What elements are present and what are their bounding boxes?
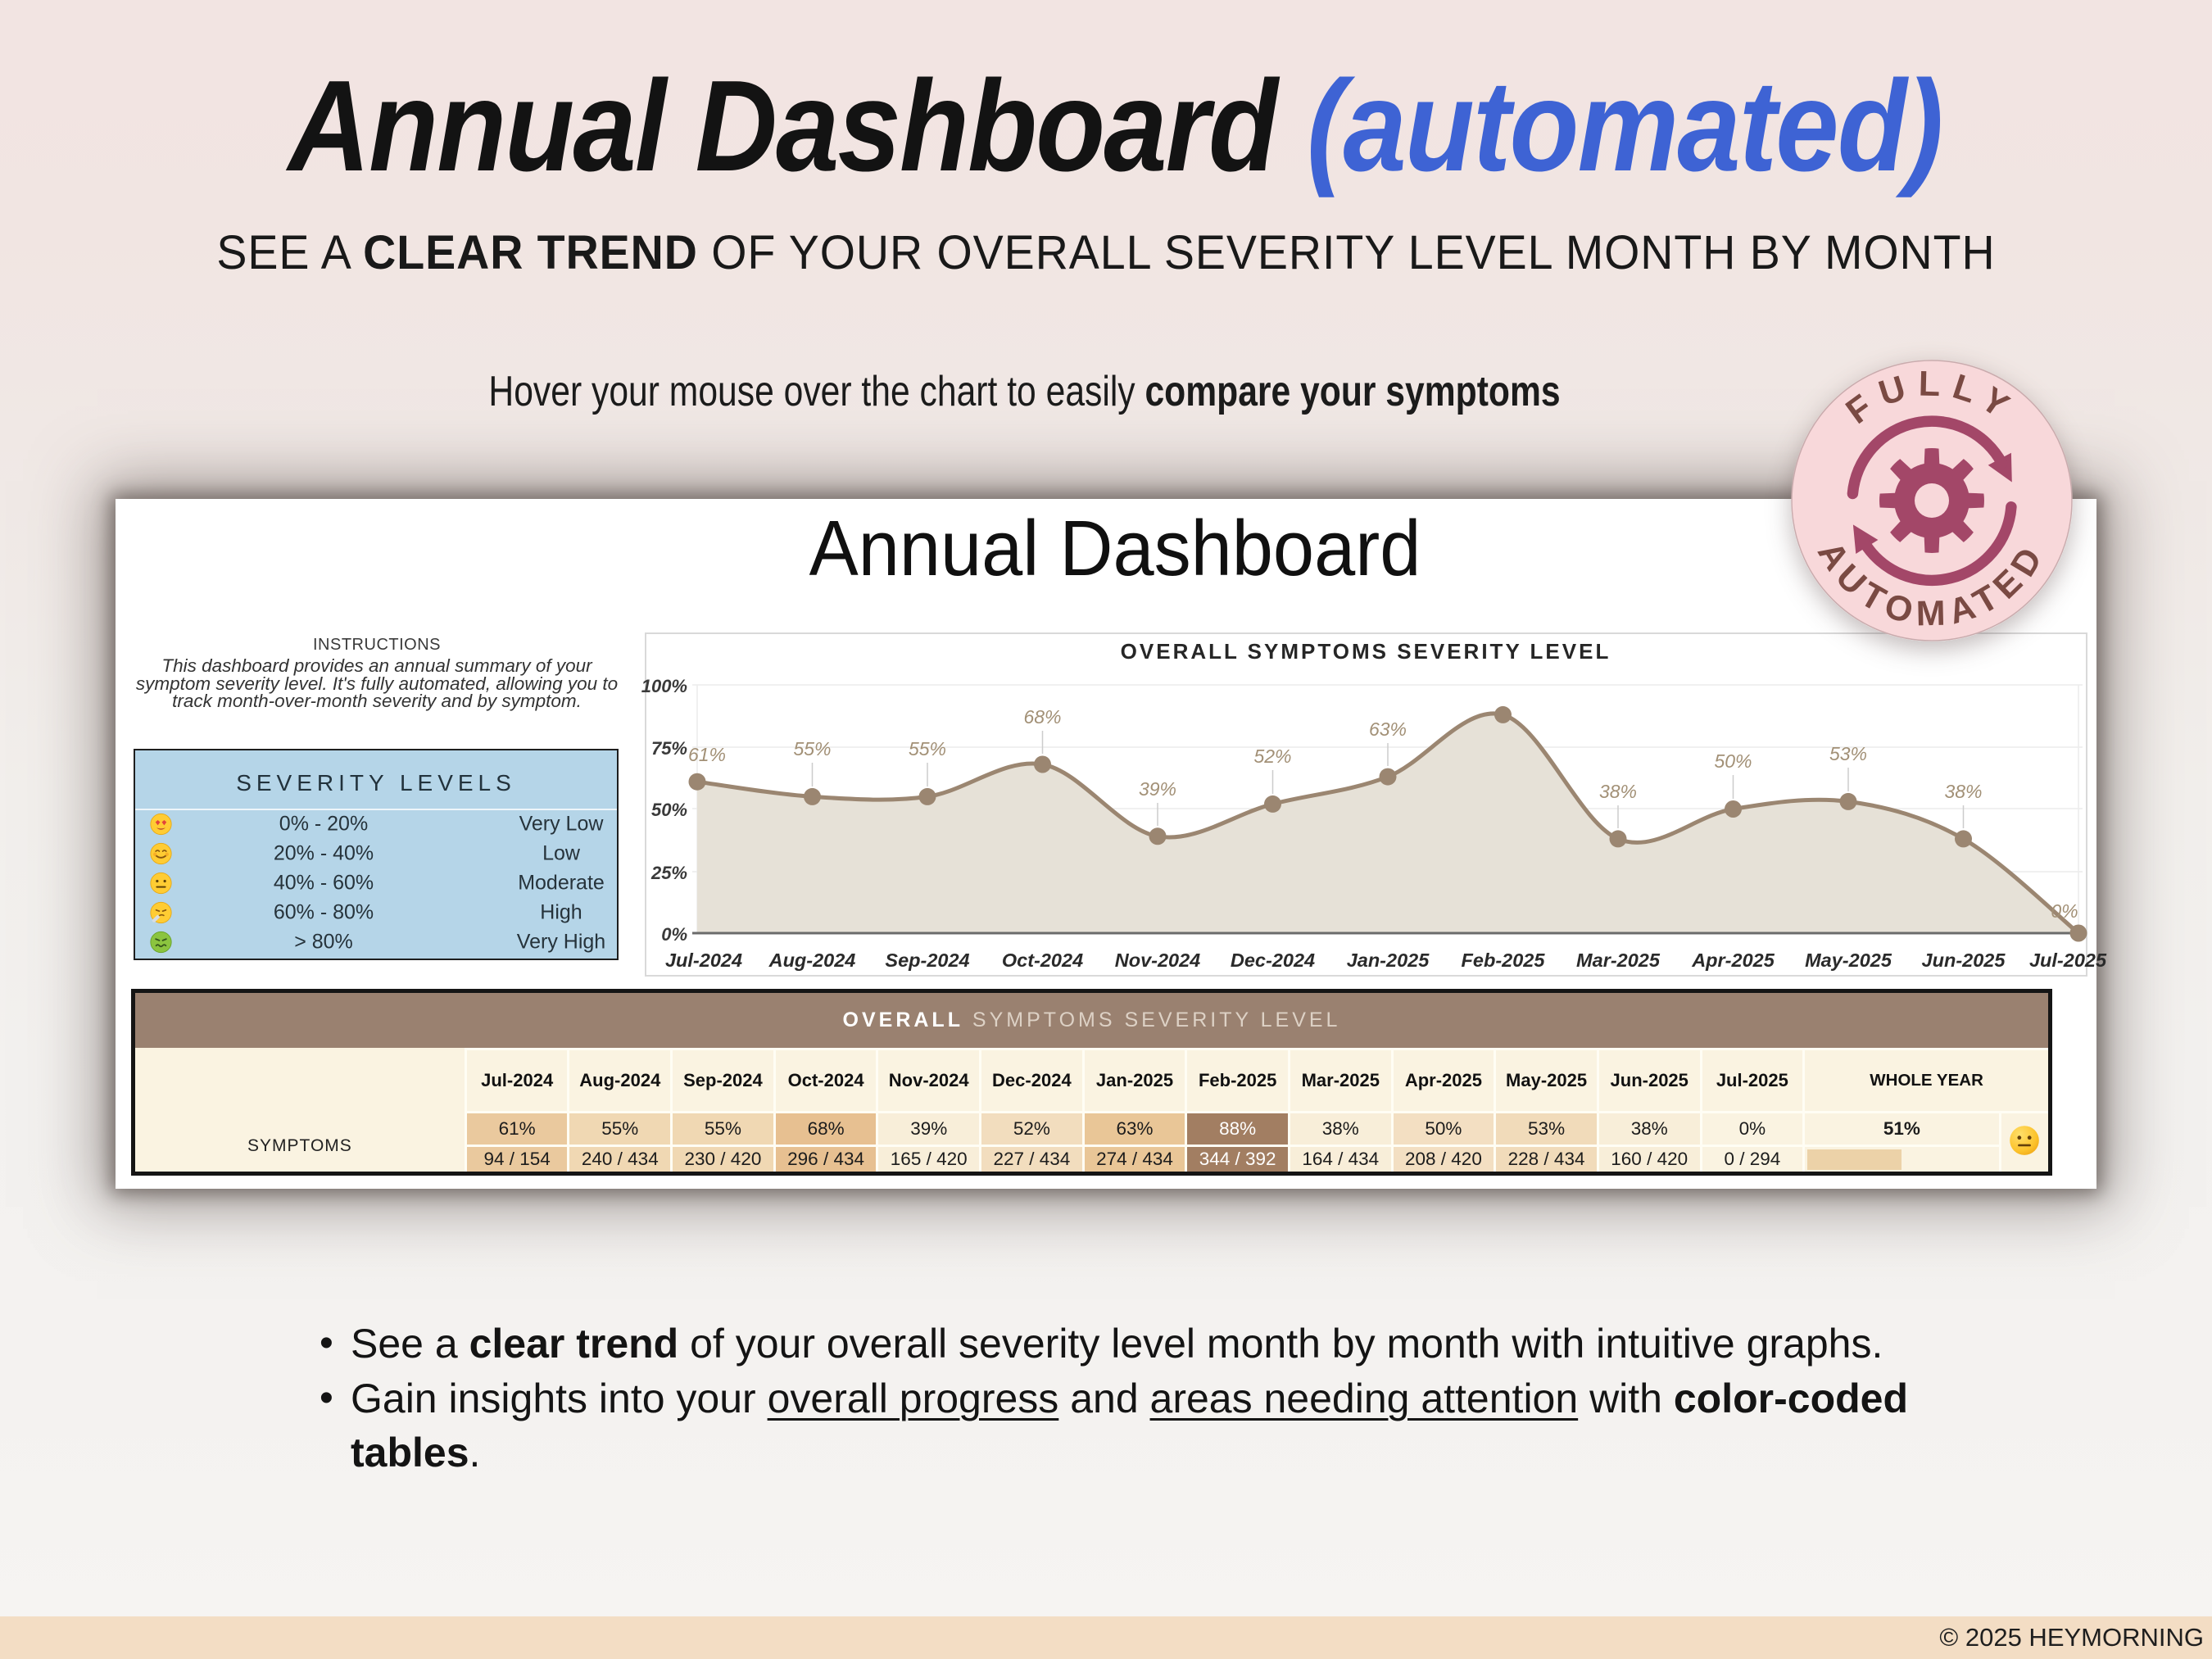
svg-text:38%: 38% — [1599, 781, 1637, 802]
svg-text:Nov-2024: Nov-2024 — [1115, 950, 1201, 971]
svg-text:May-2025: May-2025 — [1805, 950, 1892, 971]
svg-text:Jun-2025: Jun-2025 — [1922, 950, 2006, 971]
svg-text:Jan-2025: Jan-2025 — [1347, 950, 1430, 971]
svg-text:50%: 50% — [1714, 750, 1752, 772]
svg-text:68%: 68% — [1023, 706, 1061, 728]
svg-text:61%: 61% — [688, 744, 726, 765]
svg-text:52%: 52% — [1253, 746, 1291, 767]
svg-text:75%: 75% — [651, 738, 687, 759]
svg-text:25%: 25% — [650, 863, 687, 883]
svg-text:0%: 0% — [661, 924, 687, 945]
svg-text:Oct-2024: Oct-2024 — [1002, 950, 1083, 971]
svg-text:Dec-2024: Dec-2024 — [1231, 950, 1315, 971]
svg-text:Aug-2024: Aug-2024 — [768, 950, 856, 971]
svg-text:50%: 50% — [651, 800, 687, 820]
svg-text:38%: 38% — [1944, 781, 1982, 802]
svg-text:100%: 100% — [641, 676, 687, 696]
svg-text:Mar-2025: Mar-2025 — [1576, 950, 1661, 971]
svg-text:Feb-2025: Feb-2025 — [1462, 950, 1546, 971]
svg-text:Apr-2025: Apr-2025 — [1691, 950, 1775, 971]
svg-text:0%: 0% — [2051, 900, 2078, 922]
svg-text:Sep-2024: Sep-2024 — [885, 950, 969, 971]
svg-text:55%: 55% — [909, 738, 946, 759]
svg-text:63%: 63% — [1369, 718, 1407, 740]
svg-text:55%: 55% — [793, 738, 831, 759]
svg-text:53%: 53% — [1829, 743, 1867, 764]
svg-text:Jul-2025: Jul-2025 — [2029, 950, 2107, 971]
svg-text:39%: 39% — [1139, 778, 1176, 800]
svg-text:Jul-2024: Jul-2024 — [665, 950, 742, 971]
svg-text:OVERALL SYMPTOMS SEVERITY LEVE: OVERALL SYMPTOMS SEVERITY LEVEL — [1121, 639, 1611, 664]
